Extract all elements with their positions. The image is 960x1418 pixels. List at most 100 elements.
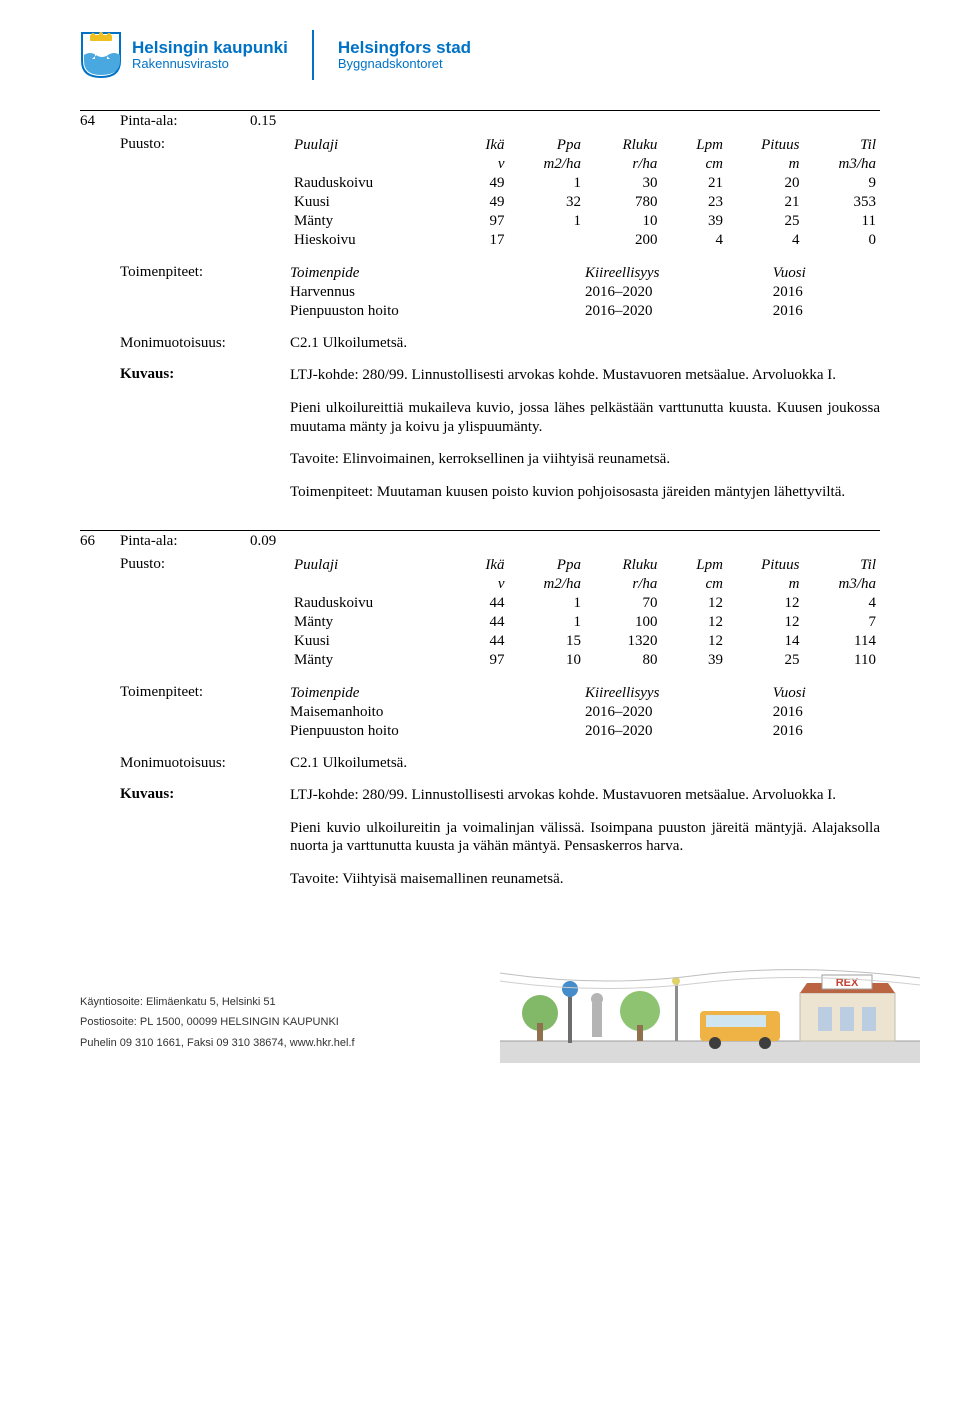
logo-sv-line1: Helsingfors stad xyxy=(338,39,471,58)
cell: 32 xyxy=(509,193,585,212)
toimenpiteet-label: Toimenpiteet: xyxy=(80,264,290,321)
logo-text-sv: Helsingfors stad Byggnadskontoret xyxy=(338,39,471,72)
pinta-ala-value: 0.09 xyxy=(250,533,880,550)
cell: 14 xyxy=(727,632,803,651)
toimenpiteet-content: ToimenpideKiireellisyysVuosiMaisemanhoit… xyxy=(290,684,880,741)
cell: 44 xyxy=(443,613,509,632)
col-header: Rluku xyxy=(585,136,661,155)
table-row: Maisemanhoito2016–20202016 xyxy=(290,703,880,722)
col-header: Pituus xyxy=(727,556,803,575)
col-unit: r/ha xyxy=(585,155,661,174)
col-unit: m xyxy=(727,155,803,174)
puusto-row: Puusto:PuulajiIkäPpaRlukuLpmPituusTilvm2… xyxy=(80,136,880,250)
cell: 15 xyxy=(509,632,585,651)
cell: Rauduskoivu xyxy=(290,594,443,613)
cell: 12 xyxy=(727,594,803,613)
pinta-ala-label: Pinta-ala: xyxy=(120,533,177,549)
cell: 17 xyxy=(443,231,509,250)
cell: 30 xyxy=(585,174,661,193)
pinta-ala-row: 64Pinta-ala:0.15 xyxy=(80,113,880,130)
puusto-row: Puusto:PuulajiIkäPpaRlukuLpmPituusTilvm2… xyxy=(80,556,880,670)
cell: 97 xyxy=(443,212,509,231)
cell: 114 xyxy=(803,632,880,651)
puusto-label: Puusto: xyxy=(80,136,290,250)
entries-container: 64Pinta-ala:0.15Puusto:PuulajiIkäPpaRluk… xyxy=(80,110,880,903)
cell: 12 xyxy=(727,613,803,632)
cell xyxy=(509,231,585,250)
logo-sv-line2: Byggnadskontoret xyxy=(338,57,471,71)
col-header: Lpm xyxy=(661,136,727,155)
cell: 44 xyxy=(443,632,509,651)
puusto-table: PuulajiIkäPpaRlukuLpmPituusTilvm2/har/ha… xyxy=(290,136,880,250)
monimuotoisuus-row: Monimuotoisuus:C2.1 Ulkoilumetsä. xyxy=(80,755,880,772)
cell: 21 xyxy=(661,174,727,193)
header-separator xyxy=(312,30,314,80)
cell: Kuusi xyxy=(290,193,443,212)
cell: 1 xyxy=(509,613,585,632)
col-unit xyxy=(290,155,443,174)
cell: 2016–2020 xyxy=(585,283,773,302)
table-header-row: ToimenpideKiireellisyysVuosi xyxy=(290,684,880,703)
cell: 12 xyxy=(661,594,727,613)
cell: 25 xyxy=(727,651,803,670)
table-header-row: ToimenpideKiireellisyysVuosi xyxy=(290,264,880,283)
kuvaus-paragraph: LTJ-kohde: 280/99. Linnustollisesti arvo… xyxy=(290,786,880,805)
pinta-ala-row: 66Pinta-ala:0.09 xyxy=(80,533,880,550)
cell: Pienpuuston hoito xyxy=(290,302,585,321)
kuvaus-paragraph: Toimenpiteet: Muutaman kuusen poisto kuv… xyxy=(290,483,880,502)
col-header: Lpm xyxy=(661,556,727,575)
entry-id: 66Pinta-ala: xyxy=(80,533,250,550)
divider xyxy=(80,110,880,111)
kuvaus-paragraph: Tavoite: Elinvoimainen, kerroksellinen j… xyxy=(290,450,880,469)
cell: Rauduskoivu xyxy=(290,174,443,193)
entry-number: 66 xyxy=(80,533,120,550)
table-row: Mänty44110012127 xyxy=(290,613,880,632)
cell: 1320 xyxy=(585,632,661,651)
entry: 64Pinta-ala:0.15Puusto:PuulajiIkäPpaRluk… xyxy=(80,110,880,516)
entry-number: 64 xyxy=(80,113,120,130)
cell: 12 xyxy=(661,613,727,632)
table-row: Harvennus2016–20202016 xyxy=(290,283,880,302)
kuvaus-content: LTJ-kohde: 280/99. Linnustollisesti arvo… xyxy=(290,786,880,903)
cell: 4 xyxy=(661,231,727,250)
table-row: Rauduskoivu4417012124 xyxy=(290,594,880,613)
cell: Mänty xyxy=(290,613,443,632)
table-row: Hieskoivu17200440 xyxy=(290,231,880,250)
cell: 1 xyxy=(509,174,585,193)
col-header: Vuosi xyxy=(773,264,880,283)
cell: 780 xyxy=(585,193,661,212)
entry-id: 64Pinta-ala: xyxy=(80,113,250,130)
col-unit: cm xyxy=(661,575,727,594)
logo-helsinki-sv: Helsingfors stad Byggnadskontoret xyxy=(338,39,471,72)
cell: 39 xyxy=(661,212,727,231)
col-header: Rluku xyxy=(585,556,661,575)
kuvaus-paragraph: Pieni kuvio ulkoilureitin ja voimalinjan… xyxy=(290,819,880,857)
col-unit: v xyxy=(443,155,509,174)
kuvaus-paragraph: Pieni ulkoilureittiä mukaileva kuvio, jo… xyxy=(290,399,880,437)
cell: 2016 xyxy=(773,302,880,321)
pinta-ala-label: Pinta-ala: xyxy=(120,113,177,129)
cell: 2016–2020 xyxy=(585,703,773,722)
cell: Kuusi xyxy=(290,632,443,651)
puusto-content: PuulajiIkäPpaRlukuLpmPituusTilvm2/har/ha… xyxy=(290,136,880,250)
cell: 1 xyxy=(509,594,585,613)
table-row: Kuusi49327802321353 xyxy=(290,193,880,212)
pinta-ala-value: 0.15 xyxy=(250,113,880,130)
entry: 66Pinta-ala:0.09Puusto:PuulajiIkäPpaRluk… xyxy=(80,530,880,903)
kuvaus-row: Kuvaus:LTJ-kohde: 280/99. Linnustollises… xyxy=(80,366,880,516)
cell: 2016–2020 xyxy=(585,722,773,741)
kuvaus-content: LTJ-kohde: 280/99. Linnustollisesti arvo… xyxy=(290,366,880,516)
cell: 200 xyxy=(585,231,661,250)
toimenpide-table: ToimenpideKiireellisyysVuosiHarvennus201… xyxy=(290,264,880,321)
cell: Harvennus xyxy=(290,283,585,302)
monimuotoisuus-row: Monimuotoisuus:C2.1 Ulkoilumetsä. xyxy=(80,335,880,352)
puusto-label: Puusto: xyxy=(80,556,290,670)
cell: 110 xyxy=(803,651,880,670)
cell: 10 xyxy=(585,212,661,231)
col-unit: m3/ha xyxy=(803,575,880,594)
cell: 9 xyxy=(803,174,880,193)
col-unit xyxy=(290,575,443,594)
col-header: Til xyxy=(803,136,880,155)
table-header-row: PuulajiIkäPpaRlukuLpmPituusTil xyxy=(290,556,880,575)
table-row: Mänty97110392511 xyxy=(290,212,880,231)
